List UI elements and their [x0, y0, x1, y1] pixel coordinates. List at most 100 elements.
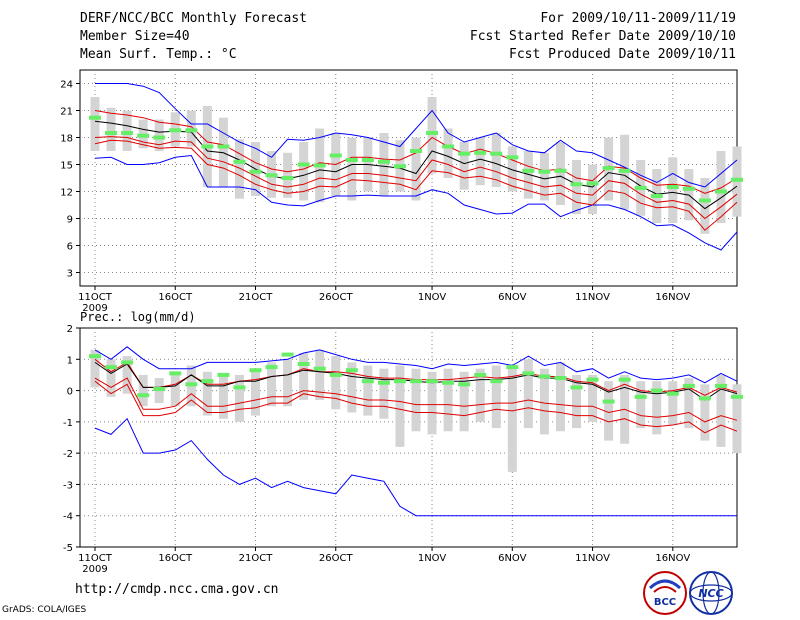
spread-box [475, 368, 485, 422]
obs-marker [731, 177, 743, 182]
obs-marker [217, 144, 230, 149]
spread-box [283, 359, 293, 407]
y-tick-label: -4 [63, 512, 73, 523]
spread-box [716, 374, 726, 447]
y-tick-label: 0 [67, 387, 73, 398]
y-tick-label: 6 [67, 242, 73, 253]
y-tick-label: 24 [60, 80, 73, 91]
obs-marker [153, 387, 166, 392]
x-tick-label: 16NOV [655, 553, 690, 564]
obs-marker [393, 379, 406, 384]
series-p25-line [94, 377, 738, 423]
obs-marker [361, 379, 374, 384]
spread-box [427, 97, 437, 174]
obs-marker [281, 176, 294, 180]
obs-marker [538, 169, 551, 174]
spread-box [347, 137, 357, 201]
x-tick-label: 1NOV [418, 292, 447, 303]
obs-marker [89, 115, 101, 120]
obs-marker [650, 388, 663, 393]
spread-box [251, 368, 260, 416]
obs-marker [490, 379, 503, 384]
obs-marker [361, 158, 374, 162]
obs-marker [169, 128, 182, 133]
obs-marker [297, 361, 310, 366]
obs-marker [185, 382, 198, 387]
spread-box [427, 371, 437, 435]
spread-box [459, 142, 469, 190]
y-tick-label: -5 [63, 543, 73, 554]
series-max-line [94, 346, 738, 384]
spread-box [507, 146, 517, 192]
obs-marker [329, 372, 342, 377]
obs-marker [650, 194, 663, 198]
ncc-logo: NCC [686, 570, 736, 616]
y-tick-label: -3 [63, 480, 73, 491]
obs-marker [682, 383, 695, 388]
plot-frame [79, 327, 738, 548]
y-tick-label: 2 [67, 324, 73, 335]
spread-box [491, 365, 501, 429]
series-min-line [94, 417, 737, 517]
obs-marker [265, 173, 278, 178]
obs-marker [522, 168, 535, 173]
obs-marker [201, 379, 214, 384]
obs-marker [201, 144, 214, 149]
obs-marker [442, 380, 455, 385]
obs-marker [474, 372, 487, 377]
x-tick-label: 11NOV [575, 292, 610, 303]
obs-marker [121, 360, 134, 365]
obs-marker [281, 352, 294, 357]
forecast-period-label: For 2009/10/11-2009/11/19 [540, 11, 736, 26]
spread-box [652, 381, 662, 435]
x-tick-label: 16OCT [158, 553, 193, 564]
spread-box [411, 368, 421, 432]
spread-box [588, 374, 598, 422]
obs-marker [506, 365, 519, 370]
spread-box [604, 381, 614, 441]
obs-marker [698, 198, 711, 203]
obs-marker [410, 149, 422, 153]
spread-box [315, 349, 325, 400]
spread-box [668, 157, 678, 223]
spread-box [588, 164, 598, 214]
obs-marker [522, 371, 535, 376]
y-tick-label: -1 [63, 418, 73, 429]
obs-marker [618, 377, 631, 382]
spread-box [202, 371, 212, 416]
x-tick-label: 26OCT [319, 292, 354, 303]
obs-marker [426, 131, 439, 135]
obs-marker [714, 383, 727, 388]
obs-marker [698, 396, 711, 401]
bcc-logo-text: BCC [654, 597, 676, 608]
obs-marker [618, 168, 631, 173]
chart-title: DERF/NCC/BCC Monthly Forecast [80, 11, 307, 26]
obs-marker [377, 159, 390, 164]
obs-marker [329, 153, 342, 158]
y-tick-label: 12 [60, 188, 73, 199]
x-tick-label: 16OCT [158, 292, 193, 303]
spread-box [363, 365, 373, 416]
spread-box [267, 362, 277, 407]
obs-marker [586, 181, 599, 186]
y-tick-label: 21 [60, 107, 73, 118]
spread-box [443, 368, 453, 432]
spread-box [732, 384, 742, 454]
year-label: 2009 [82, 564, 107, 575]
obs-marker [731, 394, 743, 399]
spread-box [395, 365, 405, 447]
spread-box [106, 359, 116, 397]
x-tick-label: 6NOV [498, 553, 527, 564]
y-tick-label: -2 [63, 449, 73, 460]
spread-box [379, 368, 389, 419]
y-tick-label: 9 [67, 215, 73, 226]
precip-panel-label: Prec.: log(mm/d) [80, 310, 196, 324]
y-tick-label: 1 [67, 355, 73, 366]
spread-box [411, 137, 421, 201]
spread-box [572, 160, 581, 214]
obs-marker [345, 368, 358, 373]
x-tick-label: 11NOV [575, 553, 610, 564]
obs-marker [233, 159, 246, 164]
obs-marker [313, 163, 326, 168]
x-tick-label: 1NOV [418, 553, 447, 564]
